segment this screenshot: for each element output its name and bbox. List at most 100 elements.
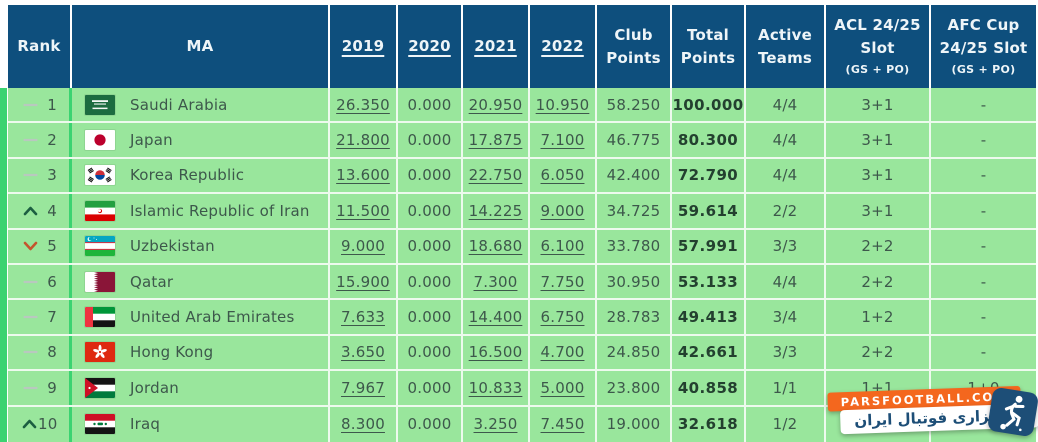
rank-same-dash-icon — [21, 274, 39, 290]
value-link[interactable]: 10.950 — [535, 95, 590, 114]
value-link[interactable]: 9.000 — [341, 237, 385, 256]
cell-acl: 2+2 — [826, 264, 931, 299]
value-text: 3/3 — [772, 343, 798, 362]
cell-rank: 3 — [8, 158, 72, 193]
cell-ma: Hong Kong — [72, 335, 330, 370]
watermark-logo — [986, 386, 1038, 438]
value-link[interactable]: 18.680 — [468, 237, 523, 256]
value-text: 49.413 — [677, 308, 739, 327]
islamic-republic-of-iran-flag-icon — [85, 200, 115, 221]
column-header-y2021[interactable]: 2021 — [463, 5, 530, 88]
value-link[interactable]: 8.300 — [341, 415, 385, 434]
value-link[interactable]: 3.250 — [473, 415, 518, 434]
country-name: Iraq — [130, 415, 161, 434]
cell-total: 57.991 — [672, 229, 746, 263]
value-link[interactable]: 10.833 — [468, 378, 523, 397]
watermark: PARSFOOTBALL.COM خبرگزاری فوتبال ایران — [827, 378, 1038, 442]
cell-rank: 10 — [8, 406, 72, 442]
value-link[interactable]: 22.750 — [468, 166, 523, 185]
value-link[interactable]: 7.300 — [473, 272, 518, 291]
cell-y2022: 6.100 — [530, 229, 597, 263]
rank-number: 4 — [47, 201, 57, 220]
cell-afc: - — [931, 264, 1036, 299]
cell-club: 58.250 — [597, 88, 672, 122]
rank-number: 1 — [47, 95, 57, 114]
country-name: Jordan — [130, 378, 179, 397]
value-link[interactable]: 7.450 — [540, 415, 585, 434]
column-header-rank: Rank — [8, 5, 72, 88]
value-link[interactable]: 4.700 — [540, 343, 585, 362]
value-text: 53.133 — [677, 272, 739, 291]
column-header-label: AFC Cup 24/25 Slot — [939, 16, 1028, 57]
value-link[interactable]: 6.050 — [540, 166, 585, 185]
hong-kong-flag-icon — [85, 342, 115, 363]
cell-ma: Uzbekistan — [72, 229, 330, 263]
value-text: - — [980, 201, 987, 220]
value-link[interactable]: 7.100 — [540, 131, 585, 150]
value-text: - — [980, 272, 987, 291]
value-link[interactable]: 20.950 — [468, 95, 523, 114]
rank-number: 8 — [47, 343, 57, 362]
japan-flag-icon — [85, 130, 115, 151]
value-link[interactable]: 13.600 — [336, 166, 390, 185]
cell-y2021: 14.400 — [463, 300, 530, 334]
value-link[interactable]: 15.900 — [336, 272, 390, 291]
cell-y2021: 3.250 — [463, 406, 530, 442]
table-header-row: Rank MA 2019 2020 2021 2022 Club Points Total P… — [8, 5, 1036, 88]
value-link[interactable]: 5.000 — [540, 378, 585, 397]
cell-rank: 8 — [8, 335, 72, 370]
column-header-label: ACL 24/25 Slot — [834, 16, 921, 57]
value-link[interactable]: 14.225 — [468, 201, 523, 220]
column-header-y2020[interactable]: 2020 — [398, 5, 463, 88]
value-text: 59.614 — [677, 201, 739, 220]
cell-acl: 2+2 — [826, 335, 931, 370]
value-link[interactable]: 9.000 — [540, 201, 585, 220]
column-header-label[interactable]: 2022 — [541, 37, 584, 56]
value-link[interactable]: 7.967 — [341, 378, 385, 397]
value-text: 34.725 — [606, 201, 661, 220]
cell-active: 4/4 — [746, 88, 826, 122]
country-name: Qatar — [130, 272, 174, 291]
column-header-y2019[interactable]: 2019 — [330, 5, 398, 88]
cell-active: 3/3 — [746, 229, 826, 263]
table-row: 8 Hong Kong 3.650 0.000 16.500 4.700 24.850 42.… — [8, 335, 1036, 372]
column-header-label[interactable]: 2021 — [474, 37, 517, 56]
value-link[interactable]: 26.350 — [336, 95, 390, 114]
column-header-afc: AFC Cup 24/25 Slot (GS + PO) — [931, 5, 1036, 88]
value-link[interactable]: 14.400 — [468, 308, 523, 327]
value-text: 3+1 — [861, 95, 894, 114]
column-header-label[interactable]: 2019 — [341, 37, 385, 56]
column-header-y2022[interactable]: 2022 — [530, 5, 597, 88]
cell-y2022: 4.700 — [530, 335, 597, 370]
value-text: 0.000 — [407, 201, 452, 220]
value-text: 1+2 — [861, 308, 894, 327]
value-link[interactable]: 11.500 — [336, 201, 390, 220]
value-link[interactable]: 7.750 — [540, 272, 585, 291]
cell-total: 42.661 — [672, 335, 746, 370]
value-link[interactable]: 17.875 — [468, 131, 523, 150]
rank-same-dash-icon — [21, 97, 39, 113]
value-link[interactable]: 6.750 — [540, 308, 585, 327]
value-text: 46.775 — [606, 131, 661, 150]
value-link[interactable]: 16.500 — [468, 343, 523, 362]
value-link[interactable]: 21.800 — [336, 131, 390, 150]
cell-total: 100.000 — [672, 88, 746, 122]
value-text: 80.300 — [677, 131, 739, 150]
value-text: 0.000 — [407, 343, 452, 362]
value-link[interactable]: 3.650 — [341, 343, 385, 362]
column-header-label[interactable]: 2020 — [408, 37, 451, 56]
value-link[interactable]: 7.633 — [341, 308, 385, 327]
cell-y2019: 13.600 — [330, 158, 398, 193]
cell-total: 72.790 — [672, 158, 746, 193]
value-link[interactable]: 6.100 — [540, 237, 585, 256]
cell-y2020: 0.000 — [398, 371, 463, 405]
cell-ma: Islamic Republic of Iran — [72, 194, 330, 228]
value-text: 0.000 — [407, 308, 452, 327]
value-text: - — [980, 343, 987, 362]
cell-y2019: 26.350 — [330, 88, 398, 122]
table-row: 3 Korea Republic 13.600 0.000 22.750 6.050 42.… — [8, 158, 1036, 195]
rank-same-dash-icon — [21, 344, 39, 360]
cell-ma: United Arab Emirates — [72, 300, 330, 334]
column-header-ma: MA — [72, 5, 330, 88]
value-text: 4/4 — [772, 272, 798, 291]
